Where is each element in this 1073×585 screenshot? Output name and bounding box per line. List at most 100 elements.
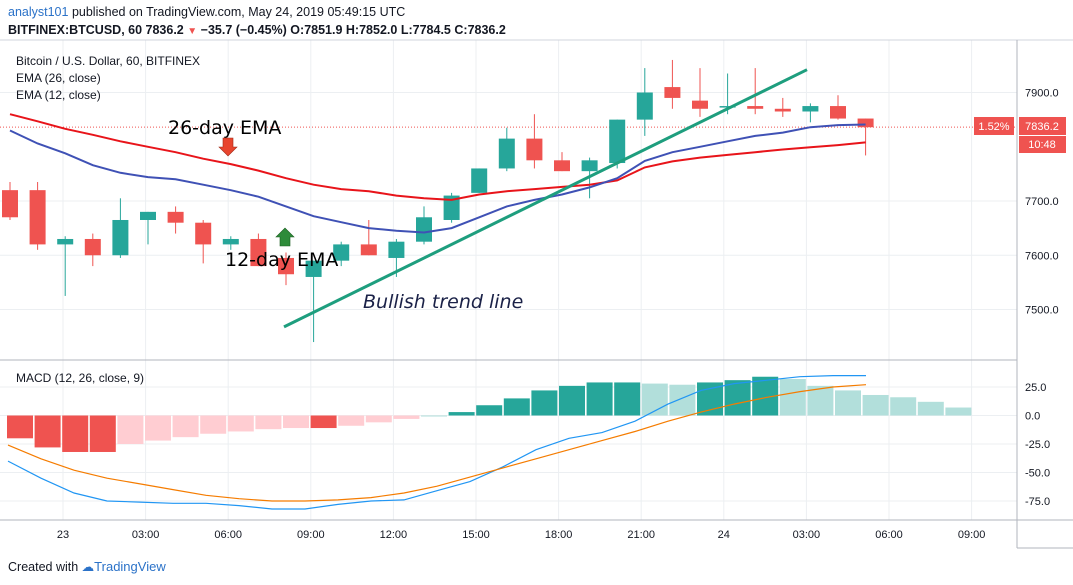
ohlc-header: BITFINEX:BTCUSD, 60 7836.2 ▼ −35.7 (−0.4… <box>8 23 506 37</box>
ema26-line <box>9 113 866 201</box>
ohlc-close: 7836.2 <box>467 23 506 37</box>
macd-histogram-bar <box>724 380 751 416</box>
signal-line <box>7 384 867 502</box>
down-arrow-icon <box>218 137 238 157</box>
ohlc-close-label: C: <box>454 23 468 37</box>
candle-body <box>526 138 543 161</box>
candle-body <box>222 238 239 245</box>
ema-lines <box>9 68 866 329</box>
ohlc-low: 7784.5 <box>412 23 451 37</box>
price-tick-label: 7600.0 <box>1025 250 1059 262</box>
candle-body <box>857 118 874 128</box>
macd-histogram-bar <box>62 415 89 452</box>
candle-body <box>360 244 377 256</box>
candle-body <box>112 219 129 256</box>
candle-body <box>636 92 653 120</box>
tradingview-brand[interactable]: TradingView <box>94 559 166 574</box>
candle-body <box>609 119 626 164</box>
candle-body <box>140 211 156 220</box>
time-tick-label: 03:00 <box>793 529 821 541</box>
macd-histogram-bar <box>255 415 282 430</box>
macd-histogram-bar <box>89 415 116 452</box>
candle-body <box>167 211 184 223</box>
macd-histogram-bar <box>172 415 199 438</box>
macd-histogram-bar <box>779 379 806 416</box>
symbol-label: BITFINEX:BTCUSD, 60 <box>8 23 143 37</box>
last-price-tag <box>1019 117 1066 135</box>
footer: Created with ☁TradingView <box>8 559 166 574</box>
candle-body <box>57 238 74 245</box>
macd-histogram-bar <box>641 383 668 416</box>
tradingview-logo-icon: ☁ <box>81 560 95 574</box>
candle-body <box>498 138 515 169</box>
macd-histogram-bar <box>890 397 917 416</box>
macd-histogram-bar <box>338 415 365 426</box>
legend-title: Bitcoin / U.S. Dollar, 60, BITFINEX <box>16 54 200 68</box>
time-tick-label: 18:00 <box>545 529 573 541</box>
macd-histogram-bar <box>835 390 861 416</box>
down-arrow-icon: ▼ <box>187 26 198 37</box>
axis-labels: 7500.0 7600.0 7700.0 7900.0 25.0 0.0 -25.0 -50.… <box>57 88 1059 542</box>
candle-body <box>2 190 18 218</box>
macd-histogram-bar <box>862 394 889 416</box>
macd-tick-label: -50.0 <box>1025 468 1050 480</box>
annotation-12-day-ema: 12-day EMA <box>225 249 338 271</box>
countdown-tag-text: 10:48 <box>1028 139 1056 151</box>
legend-macd: MACD (12, 26, close, 9) <box>16 371 144 385</box>
publisher-username[interactable]: analyst101 <box>8 5 69 19</box>
price-change-tag <box>974 117 1014 135</box>
macd-histogram-bar <box>448 412 475 416</box>
candle-body <box>747 106 764 109</box>
candle-body <box>195 222 212 245</box>
candle-body <box>305 260 322 277</box>
macd-histogram-bar <box>227 415 254 432</box>
macd-histogram-bar <box>421 415 447 417</box>
price-change-tag-text: 1.52% <box>978 121 1009 133</box>
last-price: 7836.2 <box>145 23 184 37</box>
candle-body <box>250 238 267 267</box>
candle-body <box>333 244 350 261</box>
legend-ema12: EMA (12, close) <box>16 88 101 102</box>
up-arrow-icon <box>275 227 295 247</box>
annotation-26-day-ema: 26-day EMA <box>168 117 281 139</box>
time-tick-label: 06:00 <box>214 529 242 541</box>
candle-body <box>692 100 708 109</box>
candle-body <box>664 87 681 98</box>
bullish-trend-line <box>283 68 808 329</box>
macd-histogram-bar <box>200 415 227 434</box>
time-tick-label: 23 <box>57 529 69 541</box>
annotation-trend-line: Bullish trend line <box>363 291 523 313</box>
created-with-text: Created with <box>8 560 79 574</box>
grid-lines <box>0 40 1017 520</box>
candle-body <box>416 217 432 242</box>
macd-histogram-bar <box>531 390 558 416</box>
candlestick-series <box>2 59 874 343</box>
time-tick-label: 03:00 <box>132 529 160 541</box>
price-tick-label: 7900.0 <box>1025 88 1059 100</box>
macd-histogram-bar <box>945 407 972 416</box>
macd-histogram-bar <box>807 385 834 416</box>
candle-body <box>29 190 46 245</box>
price-tick-label: 7700.0 <box>1025 196 1059 208</box>
macd-tick-label: 0.0 <box>1025 411 1040 423</box>
candle-body <box>581 160 598 172</box>
macd-histogram-bar <box>34 415 61 448</box>
candle-body <box>471 168 488 193</box>
macd-histogram-bar <box>669 384 696 416</box>
macd-histogram-bar <box>365 415 392 423</box>
time-tick-label: 15:00 <box>462 529 490 541</box>
macd-histogram-bar <box>614 382 641 416</box>
macd-lines <box>7 375 867 510</box>
macd-histogram-bar <box>697 382 723 416</box>
time-tick-label: 06:00 <box>875 529 903 541</box>
time-tick-label: 24 <box>718 529 730 541</box>
publish-header: analyst101 published on TradingView.com,… <box>8 5 405 19</box>
candle-body <box>443 195 460 220</box>
time-tick-label: 09:00 <box>958 529 986 541</box>
macd-histogram <box>7 376 972 452</box>
time-tick-label: 09:00 <box>297 529 325 541</box>
countdown-tag <box>1019 136 1066 153</box>
macd-tick-label: -25.0 <box>1025 439 1050 451</box>
macd-histogram-bar <box>917 401 944 416</box>
